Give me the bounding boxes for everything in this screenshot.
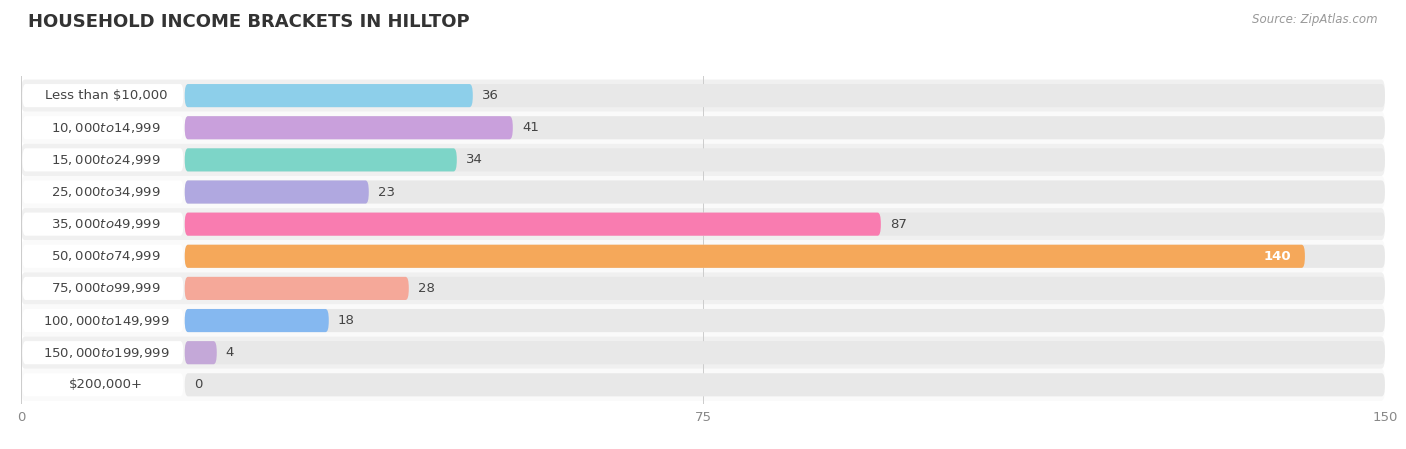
Text: $50,000 to $74,999: $50,000 to $74,999 — [51, 249, 160, 263]
FancyBboxPatch shape — [22, 212, 183, 236]
FancyBboxPatch shape — [21, 240, 1385, 273]
FancyBboxPatch shape — [21, 208, 1385, 240]
FancyBboxPatch shape — [184, 245, 1385, 268]
FancyBboxPatch shape — [21, 304, 1385, 337]
FancyBboxPatch shape — [184, 309, 329, 332]
FancyBboxPatch shape — [184, 373, 1385, 396]
FancyBboxPatch shape — [184, 148, 1385, 172]
Text: 4: 4 — [226, 346, 235, 359]
FancyBboxPatch shape — [184, 277, 1385, 300]
FancyBboxPatch shape — [184, 341, 217, 364]
FancyBboxPatch shape — [184, 212, 880, 236]
FancyBboxPatch shape — [22, 341, 183, 364]
FancyBboxPatch shape — [184, 84, 1385, 107]
Text: 36: 36 — [482, 89, 499, 102]
Text: $25,000 to $34,999: $25,000 to $34,999 — [51, 185, 160, 199]
FancyBboxPatch shape — [22, 84, 183, 107]
Text: $200,000+: $200,000+ — [69, 379, 143, 392]
FancyBboxPatch shape — [184, 180, 368, 203]
FancyBboxPatch shape — [21, 369, 1385, 401]
FancyBboxPatch shape — [21, 79, 1385, 112]
Text: Less than $10,000: Less than $10,000 — [45, 89, 167, 102]
FancyBboxPatch shape — [184, 341, 1385, 364]
FancyBboxPatch shape — [21, 337, 1385, 369]
FancyBboxPatch shape — [184, 84, 472, 107]
FancyBboxPatch shape — [184, 309, 1385, 332]
FancyBboxPatch shape — [184, 116, 513, 139]
Text: 0: 0 — [194, 379, 202, 392]
FancyBboxPatch shape — [184, 116, 1385, 139]
FancyBboxPatch shape — [21, 273, 1385, 304]
FancyBboxPatch shape — [184, 212, 1385, 236]
Text: 28: 28 — [418, 282, 434, 295]
FancyBboxPatch shape — [22, 309, 183, 332]
Text: 41: 41 — [522, 121, 538, 134]
Text: $150,000 to $199,999: $150,000 to $199,999 — [42, 346, 169, 360]
Text: 87: 87 — [890, 218, 907, 231]
FancyBboxPatch shape — [22, 245, 183, 268]
Text: HOUSEHOLD INCOME BRACKETS IN HILLTOP: HOUSEHOLD INCOME BRACKETS IN HILLTOP — [28, 13, 470, 31]
FancyBboxPatch shape — [21, 176, 1385, 208]
FancyBboxPatch shape — [21, 144, 1385, 176]
FancyBboxPatch shape — [184, 148, 457, 172]
Text: $100,000 to $149,999: $100,000 to $149,999 — [42, 313, 169, 328]
Text: 23: 23 — [378, 185, 395, 198]
Text: Source: ZipAtlas.com: Source: ZipAtlas.com — [1253, 13, 1378, 26]
Text: 34: 34 — [465, 154, 482, 167]
FancyBboxPatch shape — [22, 116, 183, 139]
Text: 18: 18 — [337, 314, 354, 327]
Text: 140: 140 — [1264, 250, 1291, 263]
Text: $15,000 to $24,999: $15,000 to $24,999 — [51, 153, 160, 167]
FancyBboxPatch shape — [184, 245, 1305, 268]
FancyBboxPatch shape — [22, 180, 183, 203]
FancyBboxPatch shape — [22, 277, 183, 300]
Text: $10,000 to $14,999: $10,000 to $14,999 — [51, 121, 160, 135]
Text: $35,000 to $49,999: $35,000 to $49,999 — [51, 217, 160, 231]
Text: $75,000 to $99,999: $75,000 to $99,999 — [51, 282, 160, 295]
FancyBboxPatch shape — [184, 277, 409, 300]
FancyBboxPatch shape — [22, 373, 183, 396]
FancyBboxPatch shape — [184, 180, 1385, 203]
FancyBboxPatch shape — [22, 148, 183, 172]
FancyBboxPatch shape — [21, 112, 1385, 144]
